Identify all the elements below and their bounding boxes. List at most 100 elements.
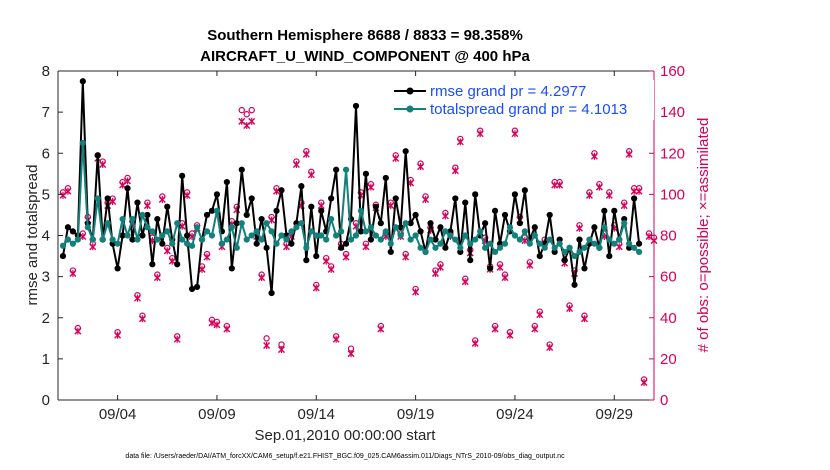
obs-assimilated-marker	[248, 117, 256, 125]
legend-rmse-label: rmse grand pr = 4.2977	[430, 83, 586, 100]
point-totalspread	[487, 240, 494, 247]
point-totalspread	[238, 220, 245, 227]
point-totalspread	[218, 240, 225, 247]
point-totalspread	[447, 232, 454, 239]
point-totalspread	[333, 232, 340, 239]
point-rmse	[407, 220, 414, 227]
point-rmse	[511, 191, 519, 198]
point-rmse	[442, 244, 449, 251]
point-totalspread	[506, 224, 514, 231]
obs-assimilated-marker	[362, 243, 370, 251]
point-rmse	[268, 289, 275, 297]
point-rmse	[472, 191, 479, 198]
point-rmse	[427, 220, 434, 227]
point-totalspread	[501, 240, 509, 247]
point-totalspread	[561, 248, 568, 256]
obs-assimilated-marker	[64, 187, 72, 195]
point-rmse	[377, 220, 384, 227]
obs-assimilated-marker	[590, 152, 598, 160]
obs-possible-marker	[243, 111, 250, 118]
point-rmse	[402, 148, 409, 155]
y-left-tick-label: 1	[42, 351, 50, 368]
point-rmse	[233, 220, 240, 227]
obs-assimilated-marker	[635, 187, 643, 195]
point-totalspread	[402, 220, 409, 227]
obs-assimilated-marker	[302, 150, 310, 158]
y-left-tick-label: 2	[42, 310, 50, 327]
point-rmse	[193, 283, 201, 291]
obs-assimilated-marker	[392, 154, 400, 162]
point-totalspread	[462, 232, 469, 239]
point-totalspread	[198, 236, 206, 243]
point-totalspread	[114, 240, 121, 247]
point-totalspread	[193, 224, 201, 231]
obs-assimilated-marker	[312, 284, 320, 292]
point-totalspread	[338, 228, 345, 235]
point-totalspread	[546, 236, 553, 243]
point-rmse	[223, 178, 230, 186]
obs-assimilated-marker	[109, 198, 117, 206]
point-totalspread	[591, 240, 598, 247]
point-rmse	[357, 228, 365, 235]
point-totalspread	[293, 224, 300, 231]
point-rmse	[601, 207, 608, 214]
obs-assimilated-marker	[99, 161, 107, 169]
point-rmse	[437, 224, 444, 231]
chart-title-line1: Southern Hemisphere 8688 / 8833 = 98.358…	[207, 27, 523, 44]
point-totalspread	[452, 236, 459, 243]
point-totalspread	[457, 244, 464, 251]
point-totalspread	[124, 232, 131, 239]
point-rmse	[213, 191, 221, 198]
obs-assimilated-marker	[158, 195, 166, 203]
point-rmse	[134, 199, 141, 206]
point-totalspread	[407, 236, 414, 243]
point-rmse	[631, 195, 638, 202]
point-totalspread	[59, 242, 67, 249]
point-totalspread	[134, 236, 141, 243]
point-totalspread	[248, 232, 255, 239]
point-rmse	[536, 252, 543, 260]
point-totalspread	[104, 220, 111, 227]
point-rmse	[571, 281, 578, 288]
obs-assimilated-marker	[282, 243, 290, 251]
point-totalspread	[184, 240, 191, 247]
point-totalspread	[526, 240, 533, 247]
point-totalspread	[521, 228, 528, 235]
point-rmse	[516, 220, 524, 227]
point-rmse	[328, 195, 335, 202]
point-totalspread	[223, 236, 230, 243]
point-rmse	[253, 240, 260, 247]
point-totalspread	[228, 224, 235, 231]
point-rmse	[119, 232, 126, 239]
point-rmse	[174, 261, 181, 268]
point-totalspread	[467, 240, 474, 247]
point-totalspread	[99, 236, 106, 243]
point-totalspread	[601, 224, 608, 231]
point-rmse	[238, 166, 245, 173]
point-totalspread	[472, 236, 479, 243]
obs-assimilated-marker	[526, 261, 534, 269]
point-rmse	[576, 236, 583, 243]
obs-assimilated-marker	[89, 243, 97, 251]
point-totalspread	[233, 244, 240, 251]
x-tick-label: 09/19	[397, 406, 435, 423]
obs-assimilated-marker	[471, 339, 479, 347]
point-totalspread	[611, 240, 618, 247]
y-left-tick-label: 7	[42, 104, 50, 121]
obs-assimilated-marker	[223, 325, 231, 333]
obs-assimilated-marker	[213, 321, 221, 329]
x-axis-label: Sep.01,2010 00:00:00 start	[255, 427, 437, 444]
point-totalspread	[531, 232, 538, 239]
point-totalspread	[208, 232, 216, 239]
obs-assimilated-marker	[133, 294, 141, 302]
point-totalspread	[144, 224, 151, 231]
point-totalspread	[571, 252, 578, 260]
obs-possible-marker	[238, 106, 245, 114]
y-right-tick-label: 160	[660, 63, 685, 80]
obs-assimilated-marker	[556, 181, 564, 189]
point-totalspread	[442, 228, 449, 235]
point-rmse	[521, 187, 528, 194]
point-totalspread	[392, 224, 399, 231]
obs-assimilated-marker	[367, 183, 375, 191]
point-totalspread	[79, 139, 86, 147]
